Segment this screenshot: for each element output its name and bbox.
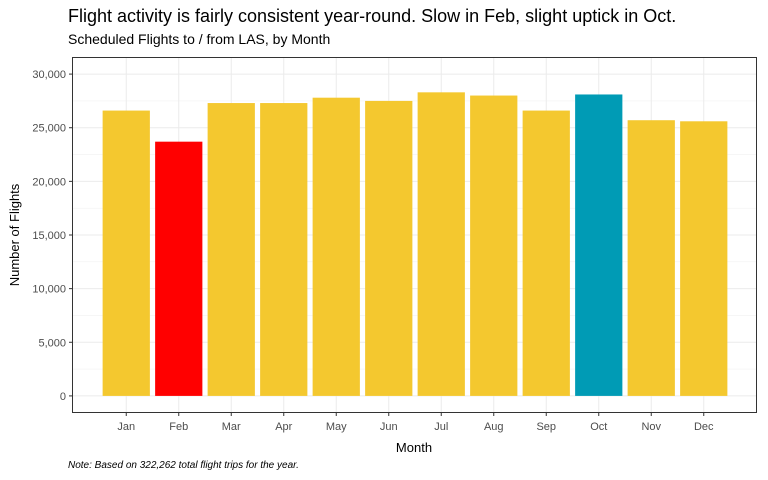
- x-tick-label: Nov: [641, 421, 661, 433]
- bar-jan: [102, 110, 150, 396]
- bar-feb: [155, 141, 203, 396]
- y-tick-label: 5,000: [38, 337, 66, 349]
- x-axis-title: Month: [396, 440, 432, 455]
- x-axis: Jan Feb Mar Apr May Jun Jul Aug Sep Oct Nov Dec: [117, 412, 714, 433]
- y-axis: 0 5,000 10,000 15,000 20,000 25,000 30,000: [32, 69, 73, 403]
- y-tick-label: 0: [60, 391, 66, 403]
- x-tick-label: Oct: [590, 421, 607, 433]
- chart-note: Note: Based on 322,262 total flight trip…: [68, 460, 299, 471]
- bar-oct: [575, 94, 623, 396]
- bar-nov: [627, 120, 675, 396]
- x-tick-label: Jan: [117, 421, 135, 433]
- x-tick-label: Jul: [434, 421, 448, 433]
- bar-chart: 0 5,000 10,000 15,000 20,000 25,000 30,000 Jan…: [7, 57, 757, 455]
- x-tick-label: Jun: [380, 421, 398, 433]
- x-tick-label: Dec: [694, 421, 714, 433]
- bar-may: [312, 97, 360, 396]
- x-tick-label: Aug: [484, 421, 504, 433]
- x-tick-label: Sep: [536, 421, 556, 433]
- x-tick-label: May: [326, 421, 347, 433]
- bar-dec: [680, 121, 728, 396]
- y-axis-title: Number of Flights: [7, 183, 22, 286]
- x-tick-label: Feb: [169, 421, 188, 433]
- bar-aug: [470, 95, 518, 396]
- chart-subtitle: Scheduled Flights to / from LAS, by Mont…: [68, 31, 331, 47]
- y-tick-label: 10,000: [32, 284, 66, 296]
- y-tick-label: 15,000: [32, 230, 66, 242]
- bar-mar: [207, 103, 255, 396]
- chart-title: Flight activity is fairly consistent yea…: [68, 6, 677, 26]
- y-tick-label: 25,000: [32, 123, 66, 135]
- bar-jun: [365, 100, 413, 396]
- bar-sep: [522, 110, 570, 396]
- x-tick-label: Mar: [222, 421, 241, 433]
- bar-apr: [260, 103, 308, 396]
- bar-jul: [417, 92, 465, 396]
- x-tick-label: Apr: [275, 421, 292, 433]
- bars: [102, 92, 728, 396]
- y-tick-label: 30,000: [32, 69, 66, 81]
- y-tick-label: 20,000: [32, 176, 66, 188]
